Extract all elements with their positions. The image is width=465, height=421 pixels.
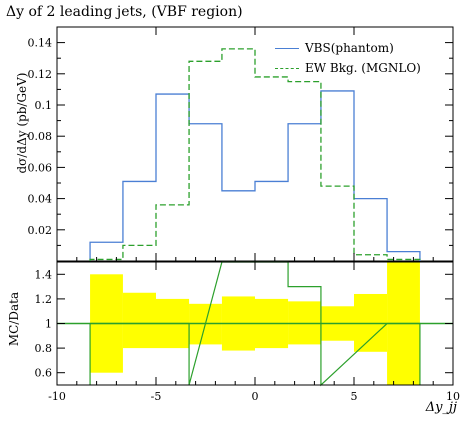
uncertainty-band bbox=[122, 292, 156, 349]
main-y-tick-label: 0.1 bbox=[35, 99, 53, 112]
x-axis-label: Δy_jj bbox=[425, 400, 457, 415]
ratio-x-tick-label: 5 bbox=[351, 390, 358, 403]
ratio-y-tick-label: 0.8 bbox=[35, 342, 53, 355]
main-y-tick-label: 0.12 bbox=[28, 68, 53, 81]
legend: VBS(phantom) EW Bkg. (MGNLO) bbox=[275, 38, 421, 78]
legend-label-ew: EW Bkg. (MGNLO) bbox=[305, 61, 421, 75]
ratio-y-tick-label: 1 bbox=[45, 318, 52, 331]
main-y-tick-label: 0.02 bbox=[28, 224, 53, 237]
ratio-x-tick-label: 0 bbox=[252, 390, 259, 403]
legend-swatch-vbs bbox=[275, 47, 299, 49]
main-y-tick-label: 0.14 bbox=[28, 37, 53, 50]
main-y-tick-label: 0.04 bbox=[28, 193, 53, 206]
chart-title: Δy of 2 leading jets, (VBF region) bbox=[6, 4, 243, 20]
ratio-panel: 0.6 0.8 1 1.2 1.4 -10 -5 0 5 10 bbox=[35, 261, 460, 403]
ratio-x-tick-label: -5 bbox=[151, 390, 162, 403]
ratio-y-tick-label: 1.4 bbox=[35, 268, 53, 281]
main-y-tick-label: 0.06 bbox=[28, 161, 53, 174]
legend-label-vbs: VBS(phantom) bbox=[305, 41, 394, 55]
ratio-x-tick-label: 10 bbox=[446, 390, 460, 403]
main-panel: 0.02 0.04 0.06 0.08 0.1 0.12 0.14 bbox=[28, 26, 454, 262]
ratio-x-tick-label: -10 bbox=[48, 390, 66, 403]
ratio-y-tick-label: 1.2 bbox=[35, 293, 53, 306]
legend-item-ew: EW Bkg. (MGNLO) bbox=[275, 58, 421, 78]
legend-item-vbs: VBS(phantom) bbox=[275, 38, 421, 58]
series-line-ew bbox=[89, 48, 421, 261]
main-y-tick-label: 0.08 bbox=[28, 130, 53, 143]
legend-swatch-ew bbox=[275, 67, 299, 69]
ratio-y-tick-label: 0.6 bbox=[35, 367, 53, 380]
series-line-vbs bbox=[89, 90, 421, 261]
